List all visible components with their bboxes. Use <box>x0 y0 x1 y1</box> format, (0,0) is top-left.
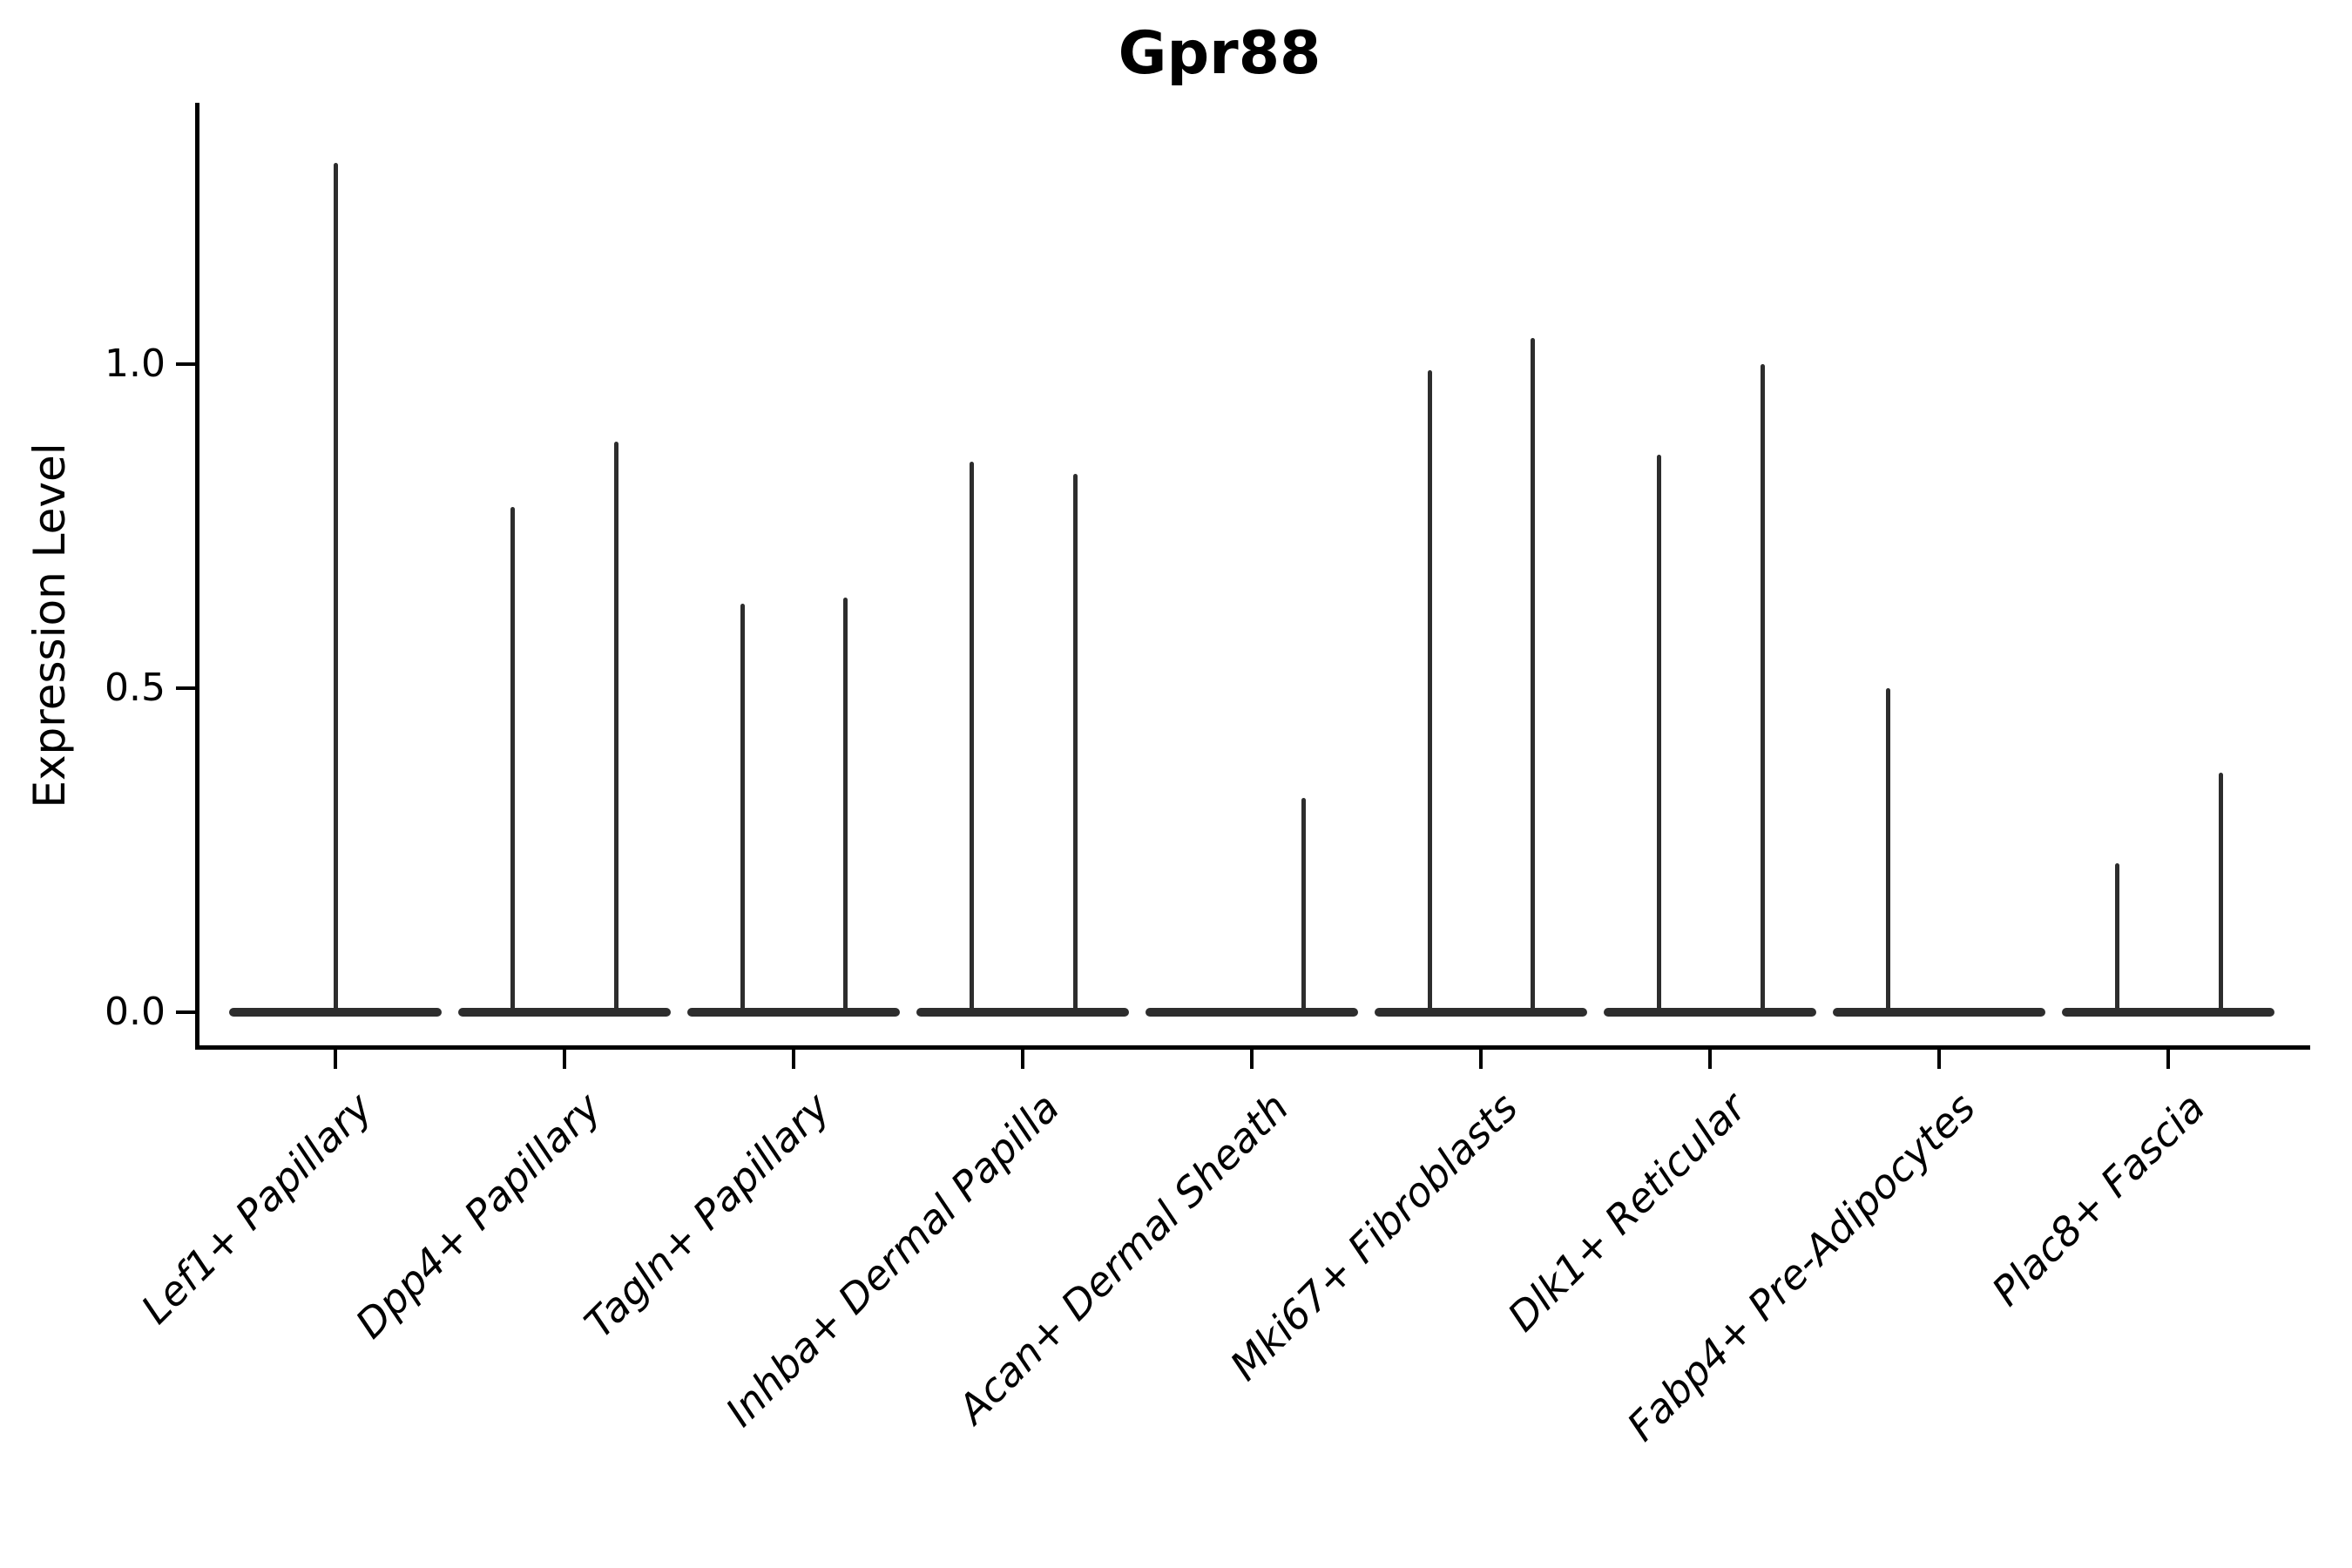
x-tick-mark <box>792 1050 795 1069</box>
x-tick-mark <box>1708 1050 1712 1069</box>
x-tick-label: Plac8+ Fascia <box>1982 1084 2214 1315</box>
y-tick-mark <box>176 1010 195 1014</box>
violin-needle <box>1427 370 1432 1012</box>
y-tick-label: 0.5 <box>105 666 166 710</box>
y-tick-label: 0.0 <box>105 990 166 1034</box>
violin-needle <box>333 163 338 1012</box>
y-axis-label: Expression Level <box>24 443 75 808</box>
violin-needle <box>2218 772 2223 1012</box>
violin-base <box>687 1008 900 1017</box>
x-tick-mark <box>1937 1050 1941 1069</box>
violin-needle <box>969 461 974 1012</box>
x-tick-mark <box>1250 1050 1254 1069</box>
violin-base <box>2062 1008 2274 1017</box>
y-tick-mark <box>176 686 195 690</box>
x-axis-line <box>195 1045 2310 1050</box>
violin-needle <box>613 442 618 1012</box>
violin-needle <box>1885 688 1890 1012</box>
y-tick-mark <box>176 362 195 366</box>
x-tick-label: Tagln+ Papillary <box>575 1084 840 1348</box>
x-tick-label: Dlk1+ Reticular <box>1498 1084 1756 1341</box>
x-tick-mark <box>1479 1050 1483 1069</box>
x-tick-mark <box>563 1050 566 1069</box>
x-tick-label: Lef1+ Papillary <box>132 1084 382 1333</box>
violin-needle <box>1072 474 1078 1012</box>
violin-needle <box>1760 364 1765 1012</box>
violin-base <box>458 1008 671 1017</box>
violin-needle <box>1530 338 1535 1012</box>
x-tick-mark <box>1021 1050 1024 1069</box>
violin-needle <box>842 597 848 1012</box>
x-tick-mark <box>334 1050 337 1069</box>
violin-base <box>229 1008 442 1017</box>
violin-base <box>1604 1008 1816 1017</box>
y-tick-label: 1.0 <box>105 341 166 386</box>
violin-needle <box>2114 862 2119 1012</box>
violin-needle <box>510 506 515 1012</box>
violin-needle <box>1656 455 1661 1012</box>
x-tick-mark <box>2166 1050 2170 1069</box>
violin-base <box>1146 1008 1358 1017</box>
violin-needle <box>1301 798 1306 1012</box>
violin-base <box>916 1008 1129 1017</box>
y-axis-line <box>195 103 199 1050</box>
violin-base <box>1375 1008 1587 1017</box>
chart-title: Gpr88 <box>1118 19 1321 88</box>
violin-base <box>1833 1008 2045 1017</box>
x-tick-label: Dpp4+ Papillary <box>346 1084 611 1348</box>
violin-needle <box>740 604 745 1012</box>
